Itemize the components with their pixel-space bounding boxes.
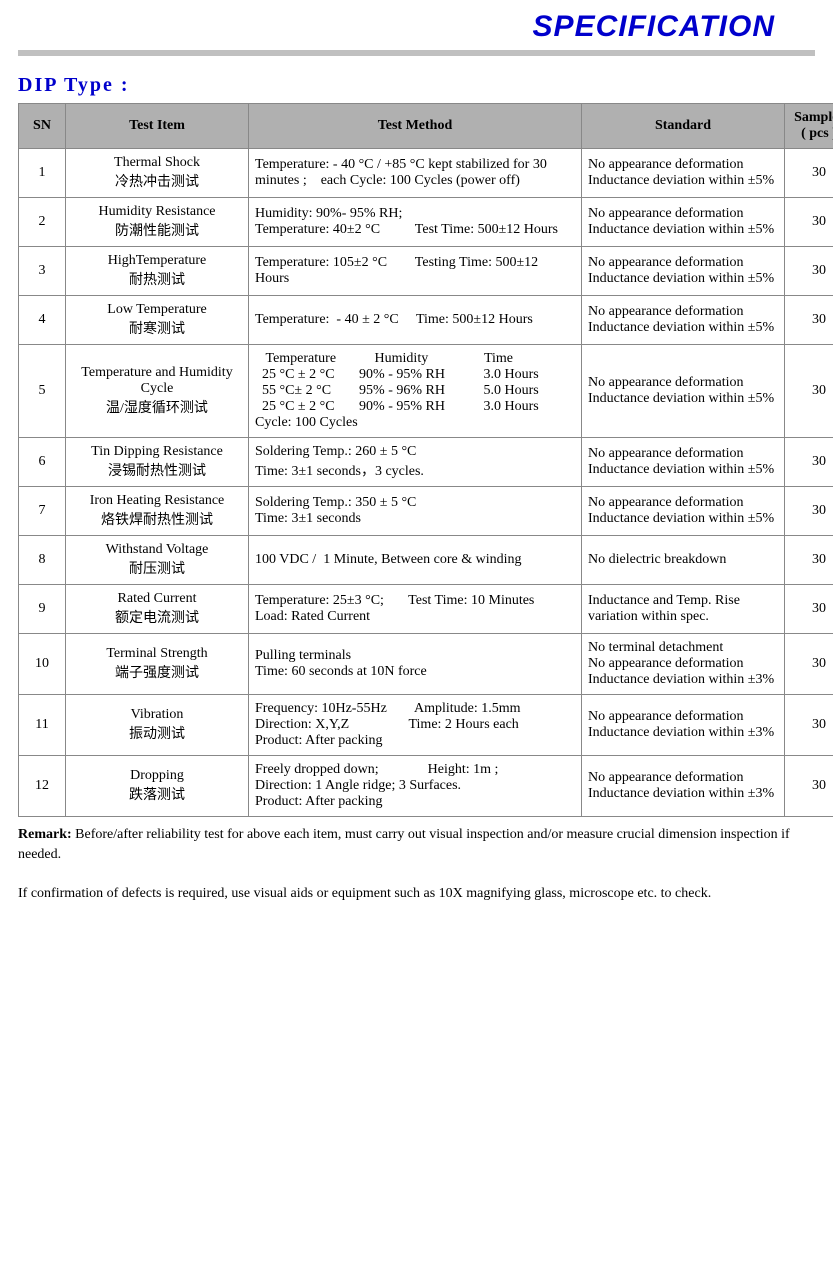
cell-test-method: Soldering Temp.: 350 ± 5 °C Time: 3±1 se… [249,487,582,536]
header-sn: SN [19,104,66,149]
cell-test-method: Temperature: - 40 ± 2 °C Time: 500±12 Ho… [249,296,582,345]
cell-sn: 9 [19,585,66,634]
cell-sn: 11 [19,695,66,756]
cell-standard: No terminal detachment No appearance def… [582,634,785,695]
cell-test-method: Frequency: 10Hz-55Hz Amplitude: 1.5mm Di… [249,695,582,756]
cell-sn: 2 [19,198,66,247]
remark-line1: Before/after reliability test for above … [18,827,790,862]
cell-standard: No appearance deformation Inductance dev… [582,695,785,756]
remark-line2: If confirmation of defects is required, … [18,886,711,901]
cell-standard: No appearance deformation Inductance dev… [582,487,785,536]
cell-test-item: Vibration 振动测试 [66,695,249,756]
table-row: 11Vibration 振动测试Frequency: 10Hz-55Hz Amp… [19,695,833,756]
specification-table: SN Test Item Test Method Standard Sample… [18,103,833,817]
cell-standard: Inductance and Temp. Rise variation with… [582,585,785,634]
table-row: 8Withstand Voltage 耐压测试100 VDC / 1 Minut… [19,536,833,585]
cell-sn: 12 [19,756,66,817]
cell-standard: No appearance deformation Inductance dev… [582,247,785,296]
cell-samples: 30 [785,536,833,585]
remark-label: Remark: [18,827,72,842]
cell-samples: 30 [785,695,833,756]
cell-test-item: Low Temperature 耐寒测试 [66,296,249,345]
cell-test-item: Terminal Strength 端子强度测试 [66,634,249,695]
title-underline [18,50,815,56]
header-test-method: Test Method [249,104,582,149]
cell-test-item: HighTemperature 耐热测试 [66,247,249,296]
cell-sn: 3 [19,247,66,296]
cell-sn: 1 [19,149,66,198]
cell-test-method: Temperature: 25±3 °C; Test Time: 10 Minu… [249,585,582,634]
cell-samples: 30 [785,634,833,695]
table-row: 2Humidity Resistance 防潮性能测试Humidity: 90%… [19,198,833,247]
table-row: 4Low Temperature 耐寒测试Temperature: - 40 ±… [19,296,833,345]
section-title: DIP Type : [18,74,815,97]
cell-test-item: Humidity Resistance 防潮性能测试 [66,198,249,247]
table-row: 3HighTemperature 耐热测试Temperature: 105±2 … [19,247,833,296]
cell-sn: 8 [19,536,66,585]
table-row: 6Tin Dipping Resistance 浸锡耐热性测试Soldering… [19,438,833,487]
cell-samples: 30 [785,438,833,487]
cell-standard: No appearance deformation Inductance dev… [582,345,785,438]
cell-test-method: 100 VDC / 1 Minute, Between core & windi… [249,536,582,585]
cell-samples: 30 [785,198,833,247]
cell-test-item: Rated Current 额定电流测试 [66,585,249,634]
table-row: 10Terminal Strength 端子强度测试Pulling termin… [19,634,833,695]
cell-test-method: Temperature: - 40 °C / +85 °C kept stabi… [249,149,582,198]
cell-standard: No appearance deformation Inductance dev… [582,198,785,247]
cell-test-method: Pulling terminals Time: 60 seconds at 10… [249,634,582,695]
cell-test-item: Temperature and Humidity Cycle 温/湿度循环测试 [66,345,249,438]
cell-standard: No dielectric breakdown [582,536,785,585]
cell-test-item: Dropping 跌落测试 [66,756,249,817]
header-standard: Standard [582,104,785,149]
cell-sn: 6 [19,438,66,487]
table-row: 5Temperature and Humidity Cycle 温/湿度循环测试… [19,345,833,438]
cell-samples: 30 [785,149,833,198]
table-header-row: SN Test Item Test Method Standard Sample… [19,104,833,149]
header-samples: Samples ( pcs ) [785,104,833,149]
cell-test-method: Humidity: 90%- 95% RH; Temperature: 40±2… [249,198,582,247]
cell-sn: 7 [19,487,66,536]
cell-samples: 30 [785,247,833,296]
cell-test-item: Thermal Shock 冷热冲击测试 [66,149,249,198]
cell-samples: 30 [785,487,833,536]
cell-standard: No appearance deformation Inductance dev… [582,296,785,345]
cell-standard: No appearance deformation Inductance dev… [582,438,785,487]
table-body: 1Thermal Shock 冷热冲击测试Temperature: - 40 °… [19,149,833,817]
table-row: 1Thermal Shock 冷热冲击测试Temperature: - 40 °… [19,149,833,198]
cell-sn: 4 [19,296,66,345]
cell-test-method: Freely dropped down; Height: 1m ; Direct… [249,756,582,817]
cell-sn: 5 [19,345,66,438]
cell-test-method: Temperature Humidity Time 25 °C ± 2 °C 9… [249,345,582,438]
cell-samples: 30 [785,585,833,634]
table-row: 9Rated Current 额定电流测试Temperature: 25±3 °… [19,585,833,634]
document-title: SPECIFICATION [18,10,815,44]
header-test-item: Test Item [66,104,249,149]
table-row: 12Dropping 跌落测试Freely dropped down; Heig… [19,756,833,817]
cell-test-method: Soldering Temp.: 260 ± 5 °C Time: 3±1 se… [249,438,582,487]
cell-test-method: Temperature: 105±2 °C Testing Time: 500±… [249,247,582,296]
cell-standard: No appearance deformation Inductance dev… [582,149,785,198]
cell-standard: No appearance deformation Inductance dev… [582,756,785,817]
table-row: 7Iron Heating Resistance 烙铁焊耐热性测试Solderi… [19,487,833,536]
remark-block: Remark: Before/after reliability test fo… [18,825,815,903]
cell-test-item: Tin Dipping Resistance 浸锡耐热性测试 [66,438,249,487]
cell-sn: 10 [19,634,66,695]
cell-samples: 30 [785,345,833,438]
cell-test-item: Iron Heating Resistance 烙铁焊耐热性测试 [66,487,249,536]
cell-test-item: Withstand Voltage 耐压测试 [66,536,249,585]
cell-samples: 30 [785,296,833,345]
cell-samples: 30 [785,756,833,817]
